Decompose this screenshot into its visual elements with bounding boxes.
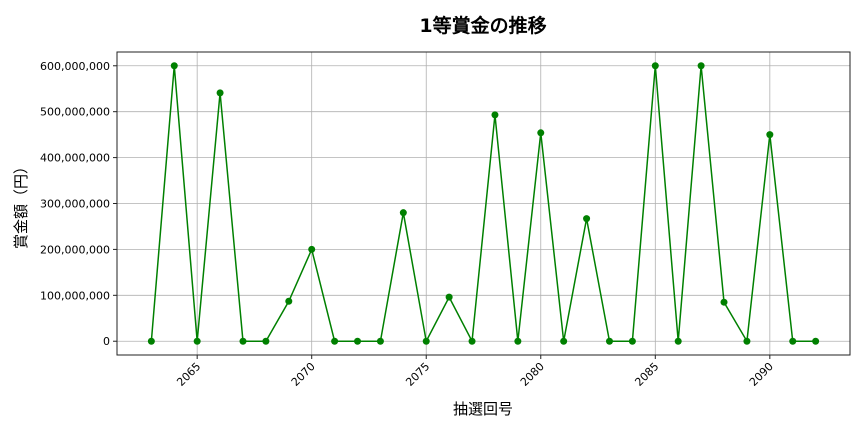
- data-point: [262, 337, 270, 345]
- data-point: [560, 337, 568, 345]
- data-point: [491, 111, 499, 119]
- series-line: [150, 65, 816, 344]
- data-point: [605, 337, 613, 345]
- data-point: [239, 337, 247, 345]
- data-point: [628, 337, 636, 345]
- y-tick-label: 0: [103, 335, 110, 348]
- data-point: [720, 298, 728, 306]
- data-point: [812, 337, 820, 345]
- data-point: [354, 337, 362, 345]
- data-point: [331, 337, 339, 345]
- y-tick-label: 200,000,000: [40, 243, 110, 256]
- data-point: [651, 62, 659, 70]
- y-axis-label: 賞金額（円）: [12, 159, 30, 249]
- y-tick-label: 400,000,000: [40, 152, 110, 165]
- x-tick-label: 2085: [632, 360, 661, 389]
- data-point: [376, 337, 384, 345]
- data-point: [285, 297, 293, 305]
- data-point: [193, 337, 201, 345]
- y-tick-label: 600,000,000: [40, 60, 110, 73]
- data-point: [789, 337, 797, 345]
- plot-frame: [116, 51, 851, 356]
- data-point: [697, 62, 705, 70]
- y-tick-label: 500,000,000: [40, 106, 110, 119]
- data-point: [468, 337, 476, 345]
- x-tick-label: 2090: [747, 360, 776, 389]
- chart-title: 1等賞金の推移: [419, 14, 546, 37]
- data-point: [674, 337, 682, 345]
- x-tick-label: 2080: [518, 360, 547, 389]
- x-tick-label: 2075: [403, 360, 432, 389]
- y-tick-label: 300,000,000: [40, 198, 110, 211]
- data-point: [147, 337, 155, 345]
- data-point: [422, 337, 430, 345]
- data-point: [445, 293, 453, 301]
- x-tick-label: 2065: [174, 360, 203, 389]
- data-point: [399, 209, 407, 217]
- data-point: [308, 245, 316, 253]
- data-point: [583, 215, 591, 223]
- x-tick-label: 2070: [289, 360, 318, 389]
- y-tick-label: 100,000,000: [40, 289, 110, 302]
- data-point: [170, 62, 178, 70]
- data-point: [766, 131, 774, 139]
- data-point: [216, 89, 224, 97]
- data-point: [514, 337, 522, 345]
- data-point: [743, 337, 751, 345]
- x-axis-label: 抽選回号: [453, 400, 513, 418]
- data-point: [537, 129, 545, 137]
